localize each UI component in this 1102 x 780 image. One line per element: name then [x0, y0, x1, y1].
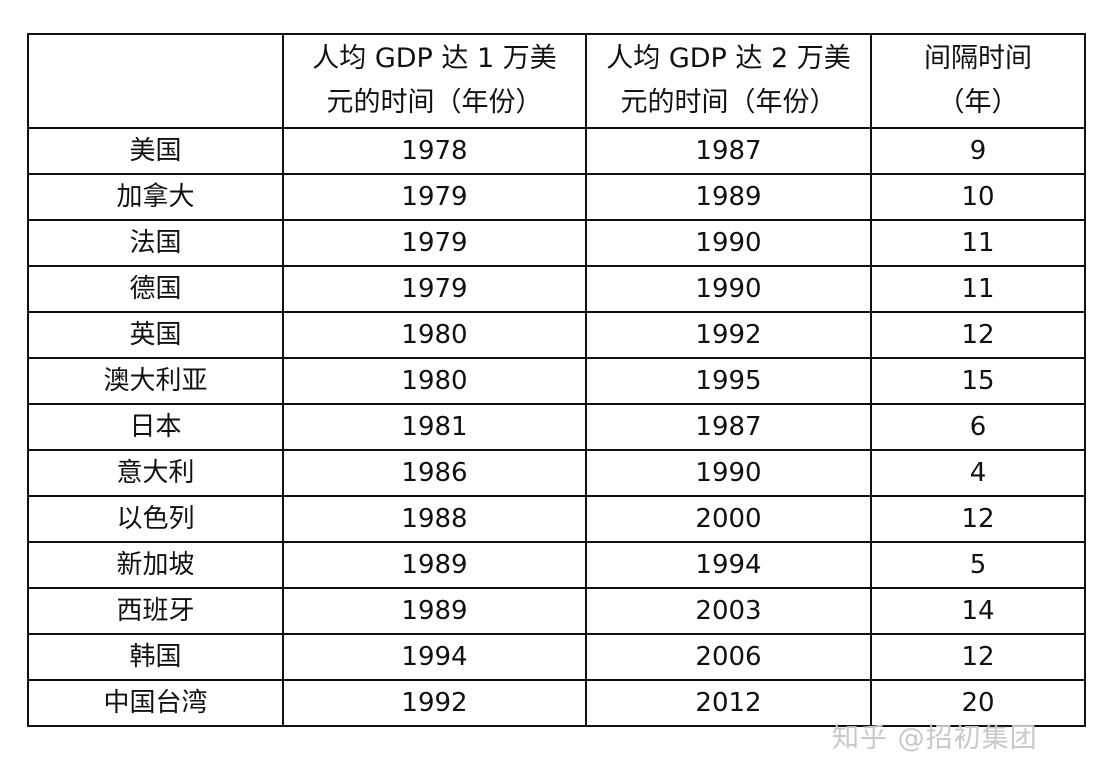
- year-10k-cell: 1988: [282, 495, 587, 543]
- interval-cell: 20: [870, 679, 1086, 727]
- country-cell: 以色列: [27, 495, 284, 543]
- year-10k-cell: 1981: [282, 403, 587, 451]
- table-header-row: 人均 GDP 达 1 万美 元的时间（年份） 人均 GDP 达 2 万美 元的时…: [27, 33, 1086, 129]
- interval-cell: 15: [870, 357, 1086, 405]
- interval-cell: 14: [870, 587, 1086, 635]
- year-10k-cell: 1994: [282, 633, 587, 681]
- header-cell-10k-year: 人均 GDP 达 1 万美 元的时间（年份）: [282, 33, 587, 129]
- table-row: 加拿大 1979 1989 10: [27, 173, 1086, 221]
- year-10k-cell: 1989: [282, 587, 587, 635]
- year-10k-cell: 1986: [282, 449, 587, 497]
- header-cell-interval: 间隔时间 （年）: [870, 33, 1086, 129]
- year-20k-cell: 1990: [585, 219, 872, 267]
- header-line: 人均 GDP 达 2 万美: [606, 43, 851, 74]
- year-10k-cell: 1992: [282, 679, 587, 727]
- country-cell: 西班牙: [27, 587, 284, 635]
- year-10k-cell: 1979: [282, 173, 587, 221]
- interval-cell: 4: [870, 449, 1086, 497]
- table-row: 西班牙 1989 2003 14: [27, 587, 1086, 635]
- year-20k-cell: 1989: [585, 173, 872, 221]
- year-20k-cell: 1987: [585, 403, 872, 451]
- header-cell-20k-year: 人均 GDP 达 2 万美 元的时间（年份）: [585, 33, 872, 129]
- country-cell: 加拿大: [27, 173, 284, 221]
- table-row: 中国台湾 1992 2012 20: [27, 679, 1086, 727]
- year-20k-cell: 2003: [585, 587, 872, 635]
- year-10k-cell: 1979: [282, 265, 587, 313]
- country-cell: 德国: [27, 265, 284, 313]
- interval-cell: 11: [870, 265, 1086, 313]
- interval-cell: 11: [870, 219, 1086, 267]
- country-cell: 意大利: [27, 449, 284, 497]
- year-20k-cell: 1990: [585, 449, 872, 497]
- year-10k-cell: 1980: [282, 357, 587, 405]
- year-10k-cell: 1979: [282, 219, 587, 267]
- country-cell: 澳大利亚: [27, 357, 284, 405]
- table-row: 新加坡 1989 1994 5: [27, 541, 1086, 589]
- year-20k-cell: 1992: [585, 311, 872, 359]
- table-row: 德国 1979 1990 11: [27, 265, 1086, 313]
- header-line: 间隔时间: [924, 43, 1032, 74]
- table-row: 以色列 1988 2000 12: [27, 495, 1086, 543]
- year-10k-cell: 1989: [282, 541, 587, 589]
- watermark-text: 知乎 @招初集团: [832, 723, 1038, 754]
- header-cell-country: [27, 33, 284, 129]
- year-20k-cell: 1987: [585, 127, 872, 175]
- table-row: 澳大利亚 1980 1995 15: [27, 357, 1086, 405]
- gdp-milestone-table: 人均 GDP 达 1 万美 元的时间（年份） 人均 GDP 达 2 万美 元的时…: [27, 33, 1086, 727]
- table-row: 英国 1980 1992 12: [27, 311, 1086, 359]
- year-20k-cell: 2012: [585, 679, 872, 727]
- table-row: 日本 1981 1987 6: [27, 403, 1086, 451]
- country-cell: 韩国: [27, 633, 284, 681]
- year-20k-cell: 1994: [585, 541, 872, 589]
- table-body: 美国 1978 1987 9 加拿大 1979 1989 10 法国 1979 1990 11 德国 19…: [27, 127, 1086, 727]
- table-row: 意大利 1986 1990 4: [27, 449, 1086, 497]
- country-cell: 中国台湾: [27, 679, 284, 727]
- interval-cell: 12: [870, 311, 1086, 359]
- country-cell: 美国: [27, 127, 284, 175]
- interval-cell: 10: [870, 173, 1086, 221]
- table-row: 韩国 1994 2006 12: [27, 633, 1086, 681]
- year-20k-cell: 2006: [585, 633, 872, 681]
- interval-cell: 9: [870, 127, 1086, 175]
- country-cell: 新加坡: [27, 541, 284, 589]
- interval-cell: 12: [870, 633, 1086, 681]
- header-line: 人均 GDP 达 1 万美: [312, 43, 557, 74]
- header-line: 元的时间（年份）: [326, 87, 543, 118]
- country-cell: 英国: [27, 311, 284, 359]
- year-10k-cell: 1980: [282, 311, 587, 359]
- header-line: 元的时间（年份）: [620, 87, 837, 118]
- interval-cell: 6: [870, 403, 1086, 451]
- table-row: 法国 1979 1990 11: [27, 219, 1086, 267]
- header-line: （年）: [937, 87, 1019, 118]
- country-cell: 法国: [27, 219, 284, 267]
- interval-cell: 12: [870, 495, 1086, 543]
- year-20k-cell: 1995: [585, 357, 872, 405]
- year-20k-cell: 2000: [585, 495, 872, 543]
- table-row: 美国 1978 1987 9: [27, 127, 1086, 175]
- interval-cell: 5: [870, 541, 1086, 589]
- year-10k-cell: 1978: [282, 127, 587, 175]
- year-20k-cell: 1990: [585, 265, 872, 313]
- country-cell: 日本: [27, 403, 284, 451]
